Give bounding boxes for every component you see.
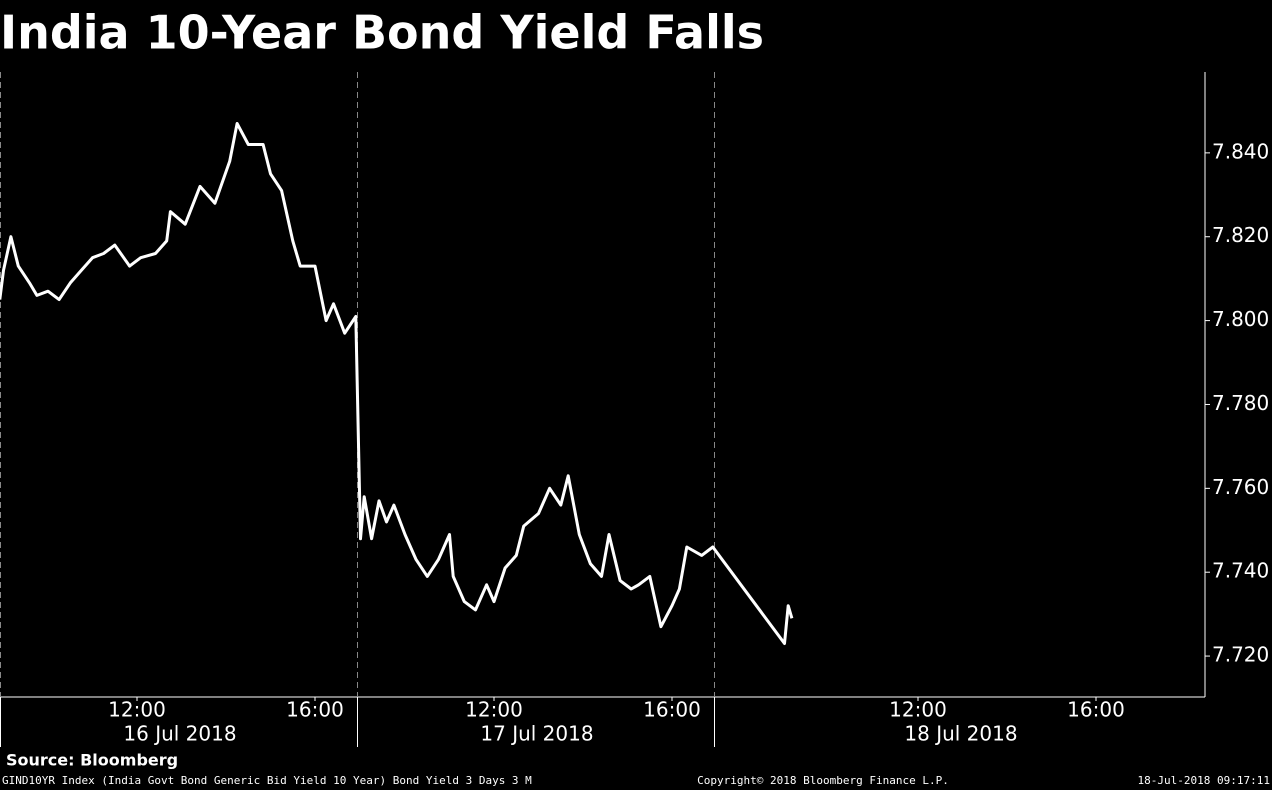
y-tick-label: 7.740 bbox=[1212, 559, 1269, 583]
source: Source: Bloomberg bbox=[6, 751, 178, 770]
y-tick-label: 7.760 bbox=[1212, 475, 1269, 499]
x-tick-label: 12:00 bbox=[108, 698, 166, 722]
footer-left: GIND10YR Index (India Govt Bond Generic … bbox=[2, 774, 532, 787]
x-tick-label: 12:00 bbox=[889, 698, 947, 722]
y-tick-label: 7.800 bbox=[1212, 307, 1269, 331]
x-tick-label: 16:00 bbox=[1067, 698, 1125, 722]
footer-right: 18-Jul-2018 09:17:11 bbox=[1138, 774, 1270, 787]
x-tick-label: 12:00 bbox=[465, 698, 523, 722]
y-tick-label: 7.720 bbox=[1212, 643, 1269, 667]
x-tick-label: 16:00 bbox=[286, 698, 344, 722]
x-date-label: 16 Jul 2018 bbox=[123, 722, 236, 746]
chart-title: India 10-Year Bond Yield Falls bbox=[0, 6, 764, 60]
x-date-label: 18 Jul 2018 bbox=[904, 722, 1017, 746]
x-tick-label: 16:00 bbox=[643, 698, 701, 722]
yield-line bbox=[0, 122, 794, 645]
footer-center: Copyright© 2018 Bloomberg Finance L.P. bbox=[697, 774, 949, 787]
y-tick-label: 7.820 bbox=[1212, 223, 1269, 247]
y-tick-label: 7.780 bbox=[1212, 391, 1269, 415]
x-date-label: 17 Jul 2018 bbox=[480, 722, 593, 746]
y-tick-label: 7.840 bbox=[1212, 139, 1269, 163]
